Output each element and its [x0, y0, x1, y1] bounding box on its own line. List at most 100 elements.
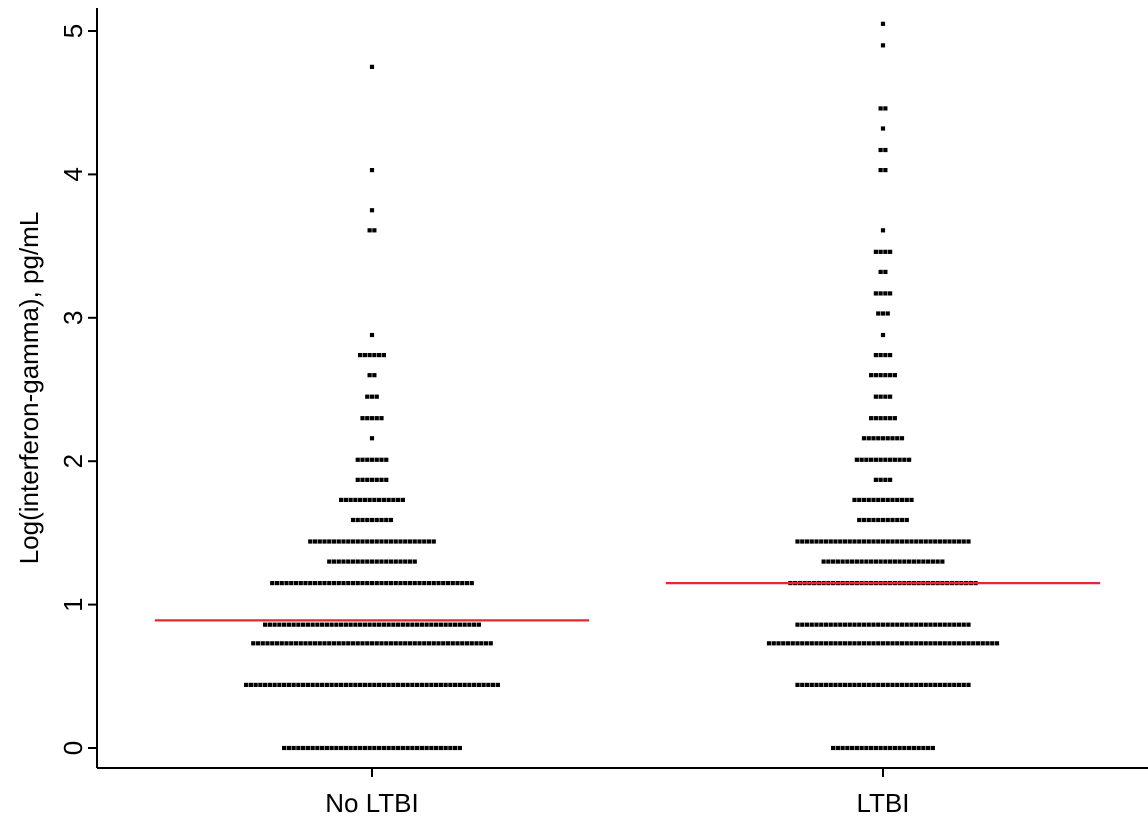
- data-point: [282, 622, 287, 627]
- data-point: [933, 641, 938, 646]
- data-point: [899, 497, 905, 503]
- data-point: [795, 682, 800, 687]
- data-point: [324, 622, 329, 627]
- data-point: [861, 622, 867, 627]
- data-point: [918, 682, 924, 687]
- data-point: [871, 622, 876, 627]
- data-point: [429, 622, 434, 627]
- data-point: [372, 745, 377, 751]
- data-point: [336, 641, 341, 646]
- data-point: [883, 416, 888, 421]
- data-point: [994, 641, 1000, 646]
- data-point: [488, 641, 493, 646]
- data-point: [895, 539, 900, 544]
- data-point: [379, 477, 384, 482]
- data-point: [904, 517, 909, 523]
- data-point: [888, 457, 893, 462]
- data-point: [883, 147, 888, 153]
- data-point: [883, 249, 888, 254]
- data-point: [410, 745, 415, 751]
- data-point: [956, 682, 962, 687]
- data-point: [372, 373, 377, 378]
- data-point: [861, 641, 867, 646]
- data-point: [873, 373, 878, 378]
- data-point: [417, 641, 422, 646]
- data-point: [381, 682, 386, 687]
- data-point: [379, 517, 384, 523]
- data-point: [928, 682, 933, 687]
- data-point: [343, 622, 348, 627]
- data-point: [350, 641, 356, 646]
- data-point: [866, 497, 871, 503]
- data-point: [331, 539, 337, 544]
- data-point: [369, 168, 375, 173]
- data-point: [819, 641, 824, 646]
- data-point: [809, 682, 814, 687]
- data-point: [369, 641, 375, 646]
- data-point: [407, 559, 413, 564]
- data-point: [431, 641, 436, 646]
- data-point: [393, 559, 398, 564]
- data-point: [814, 622, 819, 627]
- data-point: [876, 436, 881, 441]
- data-point: [407, 580, 413, 586]
- data-point: [880, 641, 886, 646]
- data-point: [883, 745, 888, 751]
- data-point: [296, 745, 301, 751]
- data-point: [857, 682, 862, 687]
- data-point: [343, 497, 348, 503]
- data-point: [355, 641, 360, 646]
- data-point: [350, 517, 356, 523]
- data-point: [897, 559, 902, 564]
- data-point: [312, 580, 318, 586]
- data-point: [935, 559, 940, 564]
- data-point: [403, 539, 408, 544]
- data-point: [928, 641, 933, 646]
- data-point: [248, 682, 253, 687]
- data-point: [419, 745, 424, 751]
- data-point: [952, 539, 957, 544]
- data-point: [819, 539, 824, 544]
- data-point: [336, 580, 341, 586]
- data-point: [267, 682, 272, 687]
- data-point: [448, 745, 453, 751]
- data-point: [942, 641, 947, 646]
- data-point: [374, 457, 379, 462]
- data-point: [835, 559, 840, 564]
- data-point: [360, 477, 365, 482]
- data-point: [888, 291, 893, 296]
- data-point: [819, 682, 824, 687]
- data-point: [355, 559, 360, 564]
- data-point: [353, 622, 358, 627]
- data-point: [871, 641, 876, 646]
- data-point: [904, 497, 909, 503]
- data-point: [880, 539, 886, 544]
- data-point: [990, 641, 995, 646]
- data-point: [852, 539, 857, 544]
- data-point: [883, 291, 888, 296]
- data-point: [833, 641, 838, 646]
- data-point: [312, 641, 318, 646]
- data-point: [933, 682, 938, 687]
- data-point: [880, 43, 886, 48]
- data-point: [308, 580, 313, 586]
- data-point: [320, 682, 325, 687]
- data-point: [329, 682, 334, 687]
- data-point: [883, 168, 888, 173]
- data-point: [873, 352, 878, 358]
- data-point: [895, 622, 900, 627]
- data-point: [320, 745, 325, 751]
- data-point: [346, 641, 351, 646]
- data-point: [279, 580, 284, 586]
- data-point: [966, 641, 971, 646]
- data-point: [431, 580, 436, 586]
- data-point: [293, 580, 299, 586]
- data-point: [907, 745, 912, 751]
- data-point: [434, 745, 439, 751]
- data-point: [412, 559, 417, 564]
- data-point: [956, 641, 962, 646]
- data-point: [384, 580, 389, 586]
- data-point: [369, 208, 375, 213]
- data-point: [930, 559, 935, 564]
- data-point: [902, 457, 907, 462]
